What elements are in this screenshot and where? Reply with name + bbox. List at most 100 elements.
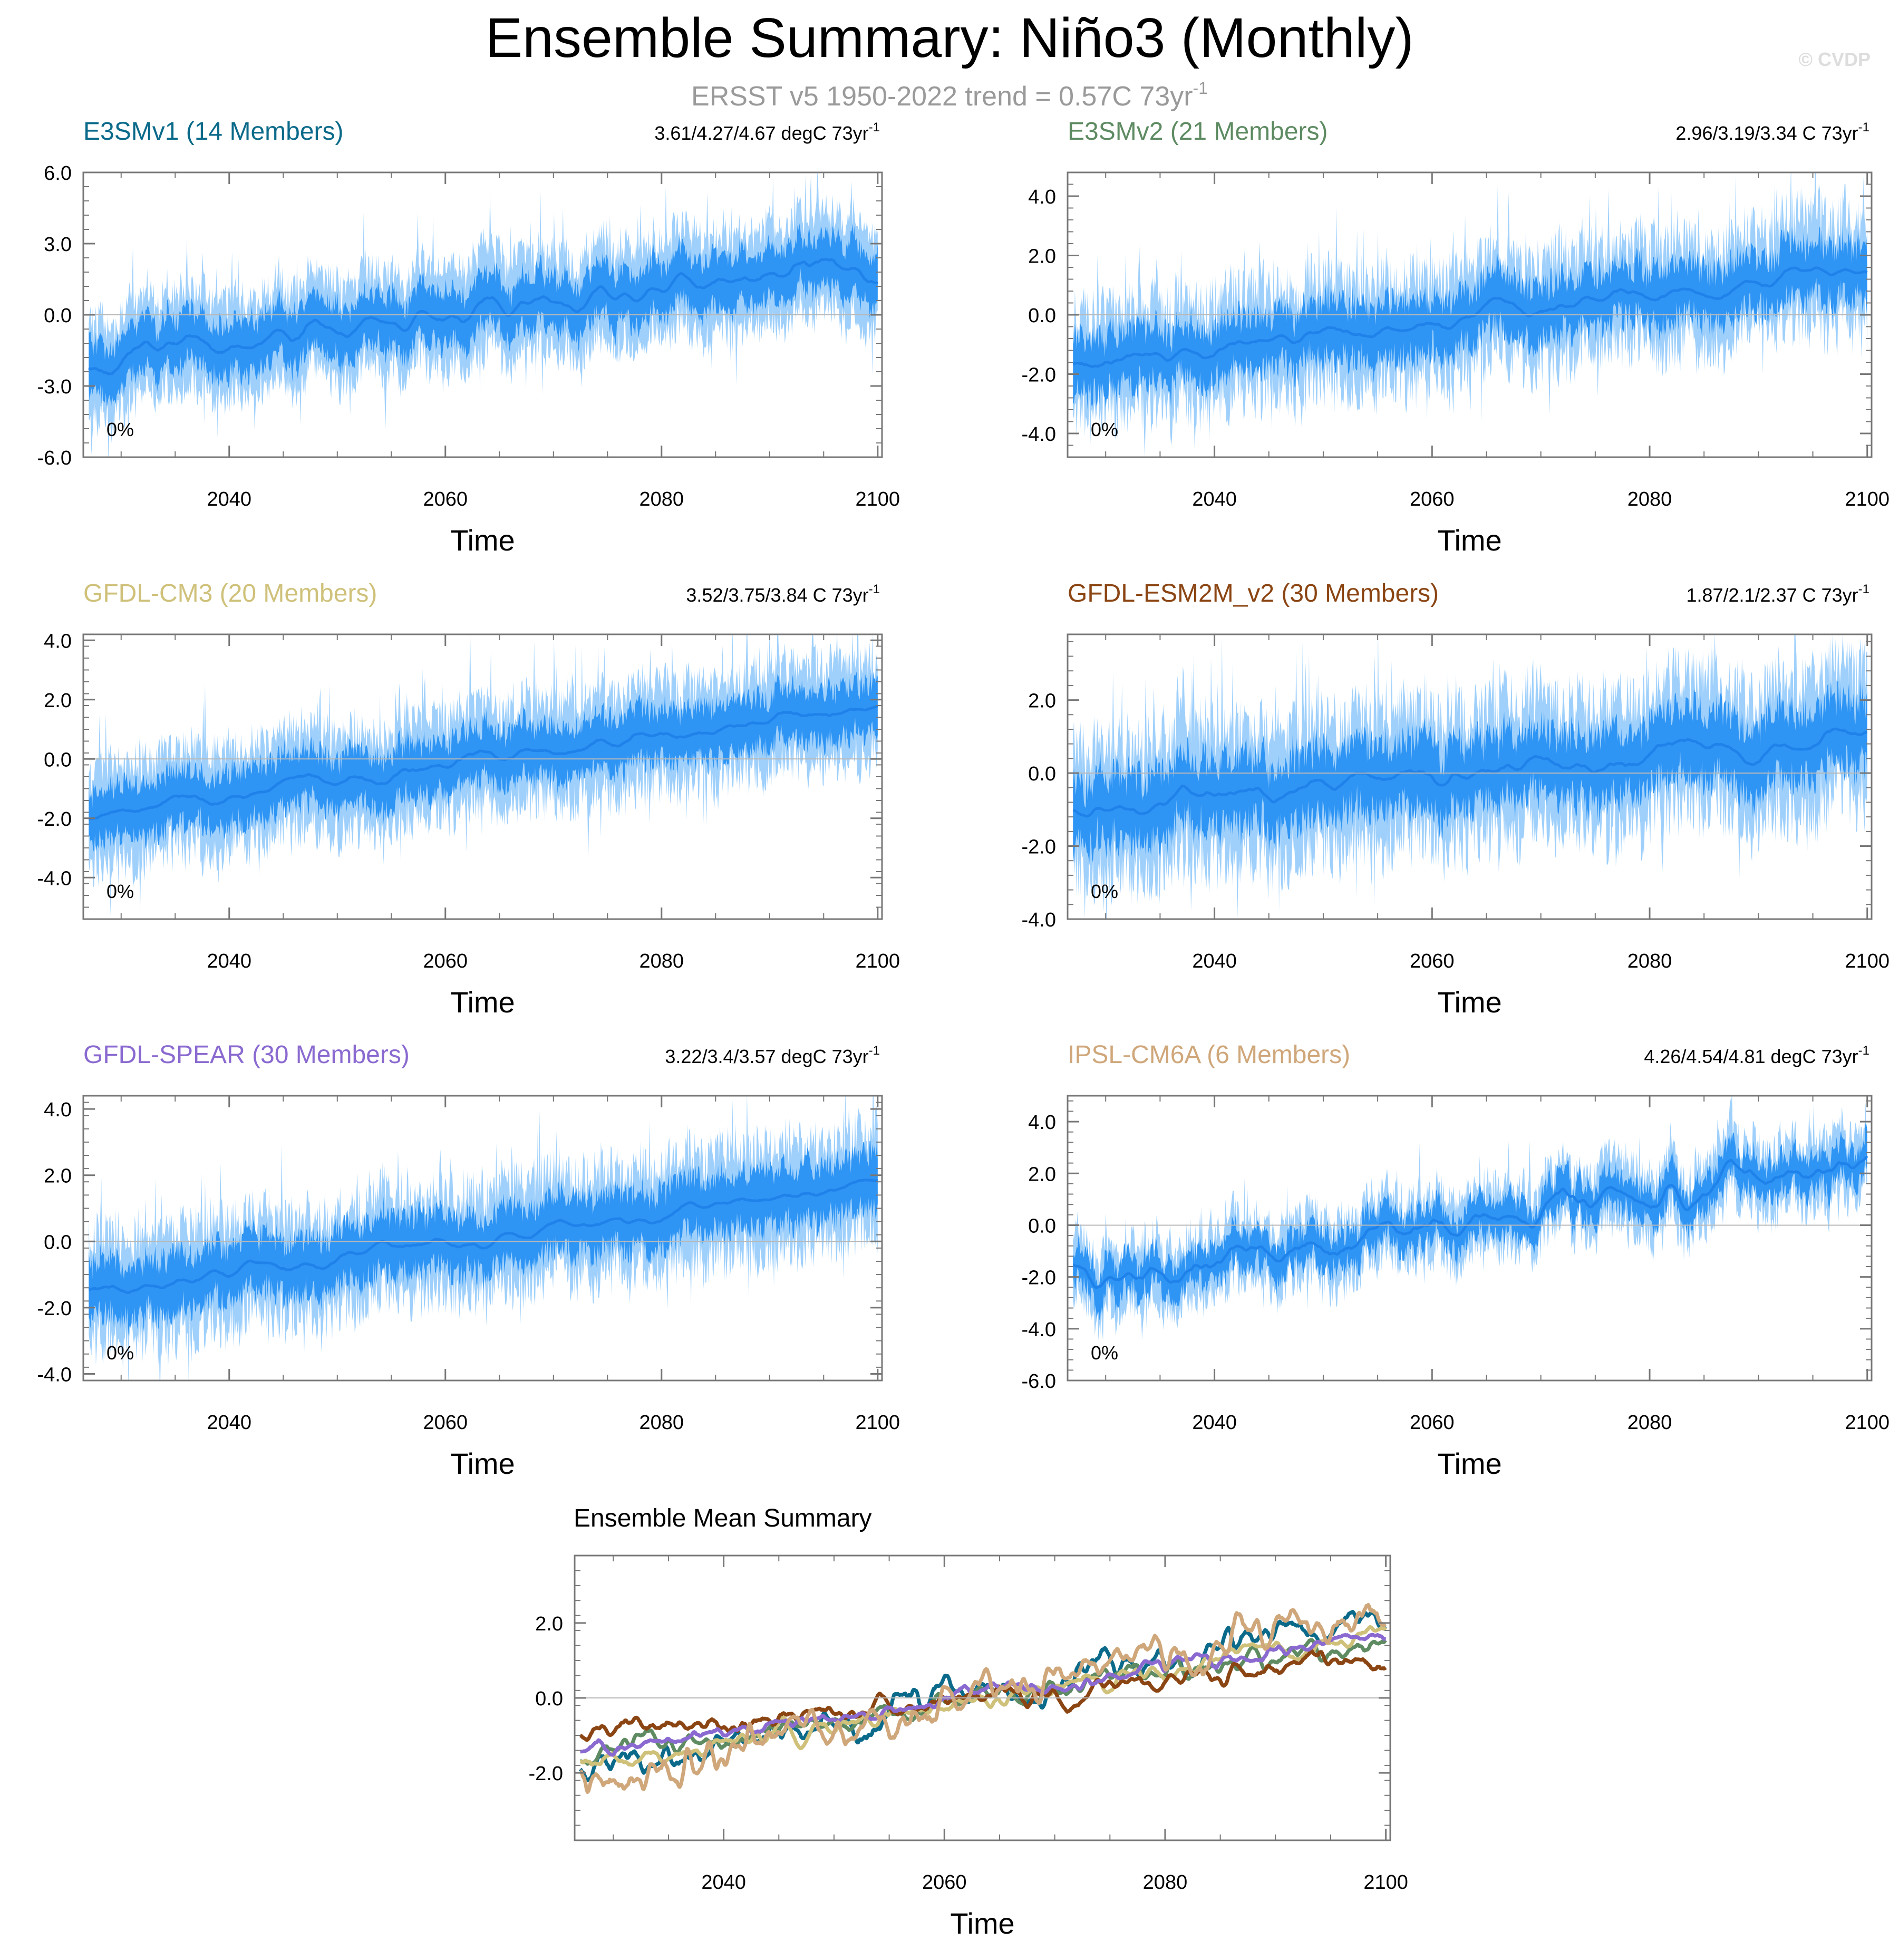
trend-label-sup: -1 [1858,1044,1869,1058]
y-tick-label: -4.0 [1022,1319,1056,1341]
y-tick-label: 4.0 [1028,186,1056,208]
x-axis-label: Time [450,524,515,557]
ensemble-mean-line [88,1179,878,1295]
plot-frame [82,1095,883,1382]
y-tick-label: 4.0 [44,630,72,652]
trend-label: 3.61/4.27/4.67 degC 73yr-1 [654,120,880,144]
panels-group: -6.0 -3.0 0.0 3.0 6.0 2040 2060 2080 2100 Time E3S… [37,118,1890,1940]
trend-label-text: 3.61/4.27/4.67 degC 73yr [654,122,868,144]
x-tick-label: 2100 [1363,1871,1408,1894]
x-tick-label: 2060 [423,1412,468,1434]
watermark: © CVDP [1798,49,1871,70]
figure-title: Ensemble Summary: Niño3 (Monthly) [485,7,1413,69]
y-tick-label: 2.0 [44,1165,72,1187]
trend-label-text: 3.22/3.4/3.57 degC 73yr [665,1046,868,1067]
model-panel-gfdl-cm3: -4.0 -2.0 0.0 2.0 4.0 2040 2060 2080 2100 Time GFD… [37,580,900,1019]
x-tick-label: 2040 [701,1871,746,1894]
trend-label-sup: -1 [1858,582,1869,596]
y-tick-label: 4.0 [1028,1112,1056,1134]
y-tick-label: -4.0 [1022,909,1056,931]
trend-label: 2.96/3.19/3.34 C 73yr-1 [1675,120,1869,144]
y-tick-label: 4.0 [44,1099,72,1121]
x-tick-label: 2040 [207,1412,251,1434]
series-line-gfdl-esm2m-v2 [579,1648,1387,1742]
x-axis-label: Time [450,1447,515,1480]
y-tick-label: 0.0 [1028,305,1056,327]
trend-label-sup: -1 [869,120,880,134]
ensemble-interquartile-band [89,671,878,853]
y-tick-label: -2.0 [529,1763,563,1785]
trend-label-sup: -1 [1858,120,1869,134]
x-tick-label: 2060 [922,1871,967,1894]
figure-subtitle-text: ERSST v5 1950-2022 trend = 0.57C 73yr [691,81,1193,112]
x-tick-label: 2040 [207,950,251,972]
panel-title: GFDL-SPEAR (30 Members) [83,1041,410,1069]
x-tick-label: 2100 [856,1412,900,1434]
y-tick-label: -4.0 [1022,423,1056,446]
y-tick-label: 0.0 [1028,1215,1056,1237]
y-tick-label: -6.0 [1022,1370,1056,1393]
plot-area [88,172,878,457]
x-tick-label: 2080 [640,1412,684,1434]
y-tick-label: 0.0 [44,1231,72,1253]
y-tick-label: 0.0 [1028,763,1056,785]
figure-subtitle-sup: -1 [1193,79,1208,98]
x-tick-label: 2080 [1627,488,1672,510]
percent-label: 0% [106,419,134,440]
y-tick-label: -2.0 [37,1298,72,1320]
ensemble-mean-line [88,258,878,375]
percent-label: 0% [106,881,134,902]
trend-label-text: 3.52/3.75/3.84 C 73yr [686,584,868,606]
y-tick-label: 3.0 [44,234,72,256]
ensemble-mean-panel: -2.0 0.0 2.0 2040 2060 2080 2100 Time Ensemble M… [529,1504,1408,1940]
y-tick-label: 2.0 [1028,690,1056,712]
y-tick-label: -2.0 [1022,1267,1056,1289]
y-tick-label: 2.0 [1028,1163,1056,1185]
series-line-gfdl-spear [579,1633,1387,1757]
plot-area [1073,172,1868,457]
percent-label: 0% [1091,881,1118,902]
ensemble-mean-line [1073,1155,1868,1289]
percent-label: 0% [1091,1342,1118,1364]
x-tick-label: 2040 [1192,488,1237,510]
x-tick-label: 2060 [1410,1412,1455,1434]
x-tick-label: 2060 [423,488,468,510]
x-tick-label: 2080 [640,488,684,510]
y-tick-label: 2.0 [535,1613,563,1635]
y-tick-label: -4.0 [37,1364,72,1386]
x-axis-label: Time [450,986,515,1019]
trend-label-text: 1.87/2.1/2.37 C 73yr [1686,584,1858,606]
x-tick-label: 2100 [1845,950,1890,972]
plot-area [89,634,878,916]
y-tick-label: -6.0 [37,447,72,469]
x-tick-label: 2040 [1192,950,1237,972]
trend-label: 3.22/3.4/3.57 degC 73yr-1 [665,1044,880,1067]
y-tick-label: -3.0 [37,376,72,398]
trend-label-text: 4.26/4.54/4.81 degC 73yr [1644,1046,1858,1067]
x-tick-label: 2100 [1845,1412,1890,1434]
panel-title: Ensemble Mean Summary [574,1504,872,1532]
ensemble-mean-line [1073,266,1868,368]
trend-label: 1.87/2.1/2.37 C 73yr-1 [1686,582,1869,606]
panel-title: GFDL-ESM2M_v2 (30 Members) [1068,580,1439,607]
x-axis-label: Time [1437,1447,1501,1480]
plot-area [1072,634,1867,919]
x-tick-label: 2060 [1410,488,1455,510]
trend-label-sup: -1 [869,582,880,596]
y-tick-label: 0.0 [44,749,72,771]
model-panel-e3smv2: -4.0 -2.0 0.0 2.0 4.0 2040 2060 2080 2100 Time E3S… [1022,118,1890,557]
y-tick-label: 0.0 [535,1688,563,1710]
plot-area [88,1096,878,1380]
model-panel-ipsl-cm6a: -6.0 -4.0 -2.0 0.0 2.0 4.0 2040 2060 2080 2100 Tim… [1022,1041,1890,1480]
x-tick-label: 2040 [1192,1412,1237,1434]
x-axis-label: Time [950,1907,1014,1940]
y-tick-label: 2.0 [1028,246,1056,268]
percent-label: 0% [106,1342,134,1364]
series-line-ipsl-cm6a [579,1603,1387,1794]
x-axis-label: Time [1437,986,1501,1019]
panel-title: GFDL-CM3 (20 Members) [83,580,377,607]
x-tick-label: 2100 [856,950,900,972]
x-tick-label: 2080 [640,950,684,972]
x-tick-label: 2080 [1143,1871,1188,1894]
